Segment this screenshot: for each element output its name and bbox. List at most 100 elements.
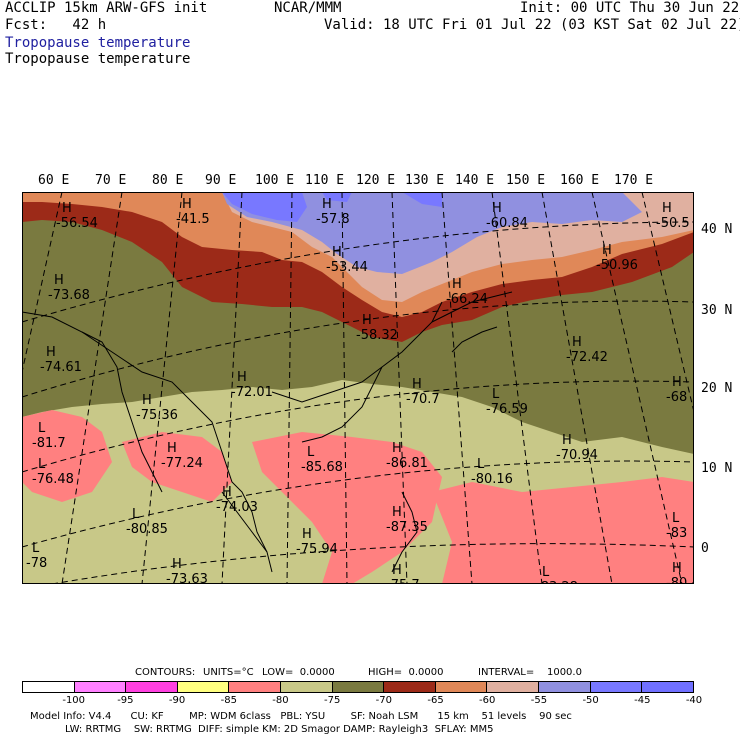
band-minus85-pacific: [432, 477, 694, 584]
extremum-marker: H: [237, 370, 247, 385]
color-swatch: [281, 682, 333, 692]
extremum-value: -72.42: [566, 350, 608, 365]
band-minus85-scs: [252, 432, 442, 584]
extremum-marker: H: [412, 377, 422, 392]
extremum-marker: H: [62, 201, 72, 216]
color-scale-tick: -85: [220, 695, 237, 706]
longitude-label: 170 E: [614, 173, 654, 188]
extremum-marker: H: [332, 245, 342, 260]
contours-interval: INTERVAL= 1000.0: [478, 667, 582, 678]
color-scale-tick: -80: [272, 695, 289, 706]
color-scale-tick: -45: [634, 695, 651, 706]
latitude-label: 20 N: [701, 381, 733, 396]
extremum-value: -77.24: [161, 456, 203, 471]
contours-high: HIGH= 0.0000: [368, 667, 444, 678]
extremum-value: -72.01: [231, 385, 273, 400]
init-time: Init: 00 UTC Thu 30 Jun 22: [520, 0, 740, 16]
extremum-marker: H: [167, 441, 177, 456]
extremum-value: -75.36: [136, 408, 178, 423]
field-title-primary: Tropopause temperature: [5, 35, 191, 51]
model-title: ACCLIP 15km ARW-GFS init: [5, 0, 208, 16]
longitude-label: 110 E: [305, 173, 345, 188]
extremum-value: -87.35: [386, 520, 428, 535]
extremum-value: -85.68: [301, 460, 343, 475]
model-info-line1: Model Info: V4.4 CU: KF MP: WDM 6class P…: [30, 711, 572, 722]
org-label: NCAR/MMM: [274, 0, 342, 16]
longitude-label: 150 E: [506, 173, 546, 188]
color-scale-bar: [22, 681, 694, 693]
longitude-label: 70 E: [95, 173, 127, 188]
color-swatch: [74, 682, 127, 692]
color-swatch: [539, 682, 591, 692]
extremum-marker: H: [182, 197, 192, 212]
extremum-marker: H: [46, 345, 56, 360]
color-swatch: [435, 682, 488, 692]
extremum-marker: H: [302, 527, 312, 542]
extremum-value: -73.63: [166, 572, 208, 584]
color-swatch: [487, 682, 540, 692]
extremum-marker: H: [142, 393, 152, 408]
field-title-secondary: Tropopause temperature: [5, 51, 191, 67]
extremum-marker: H: [172, 557, 182, 572]
color-swatch: [642, 682, 693, 692]
extremum-value: -50.96: [596, 258, 638, 273]
extremum-marker: H: [662, 201, 672, 216]
color-swatch: [177, 682, 230, 692]
extremum-value: -60.84: [486, 216, 528, 231]
model-info-line2: LW: RRTMG SW: RRTMG DIFF: simple KM: 2D …: [30, 724, 494, 735]
extremum-value: -58.32: [356, 328, 398, 343]
extremum-marker: H: [362, 313, 372, 328]
band-minus45: [222, 192, 442, 222]
tropopause-temperature-map: H-56.54H-41.5H-57.8H-53.44H-60.84H-50.5H…: [22, 192, 694, 584]
longitude-label: 60 E: [38, 173, 70, 188]
longitude-label: 100 E: [255, 173, 295, 188]
extremum-marker: H: [392, 441, 402, 456]
extremum-marker: H: [562, 433, 572, 448]
extremum-marker: H: [322, 197, 332, 212]
latitude-label: 0: [701, 541, 709, 556]
extremum-marker: L: [542, 565, 550, 580]
extremum-marker: H: [54, 273, 64, 288]
contours-label: CONTOURS:: [135, 667, 196, 678]
color-swatch: [384, 682, 436, 692]
extremum-marker: H: [602, 243, 612, 258]
longitude-label: 80 E: [152, 173, 184, 188]
color-scale-tick: -40: [685, 695, 703, 706]
contours-units: UNITS=°C: [203, 667, 254, 678]
extremum-marker: L: [38, 421, 46, 436]
latitude-label: 40 N: [701, 222, 733, 237]
color-scale-tick: -90: [168, 695, 186, 706]
extremum-value: -70.7: [406, 392, 440, 407]
extremum-value: -68: [666, 390, 687, 405]
latitude-label: 30 N: [701, 303, 733, 318]
extremum-value: -80.85: [126, 522, 168, 537]
color-swatch: [23, 682, 75, 692]
extremum-marker: L: [477, 457, 485, 472]
extremum-value: -57.8: [316, 212, 350, 227]
extremum-value: -53.44: [326, 260, 368, 275]
color-swatch: [332, 682, 385, 692]
color-swatch: [126, 682, 178, 692]
extremum-value: -75.7: [386, 578, 420, 584]
extremum-value: -81.7: [32, 436, 66, 451]
extremum-marker: H: [572, 335, 582, 350]
color-scale-tick: -50: [582, 695, 599, 706]
extremum-marker: L: [38, 457, 46, 472]
extremum-value: -50.5: [656, 216, 690, 231]
extremum-value: -76.48: [32, 472, 74, 487]
color-scale-tick: -75: [323, 695, 341, 706]
extremum-marker: H: [492, 201, 502, 216]
forecast-hour: Fcst: 42 h: [5, 17, 107, 33]
longitude-label: 120 E: [356, 173, 396, 188]
extremum-value: -70.94: [556, 448, 598, 463]
latitude-label: 10 N: [701, 461, 733, 476]
valid-time: Valid: 18 UTC Fri 01 Jul 22 (03 KST Sat …: [324, 17, 740, 33]
extremum-marker: L: [32, 541, 40, 556]
band-minus50: [222, 192, 642, 274]
extremum-marker: L: [132, 507, 140, 522]
extremum-value: -86.81: [386, 456, 428, 471]
extremum-marker: H: [222, 485, 232, 500]
contours-low: LOW= 0.0000: [262, 667, 335, 678]
extremum-marker: L: [492, 387, 500, 402]
color-swatch: [229, 682, 282, 692]
